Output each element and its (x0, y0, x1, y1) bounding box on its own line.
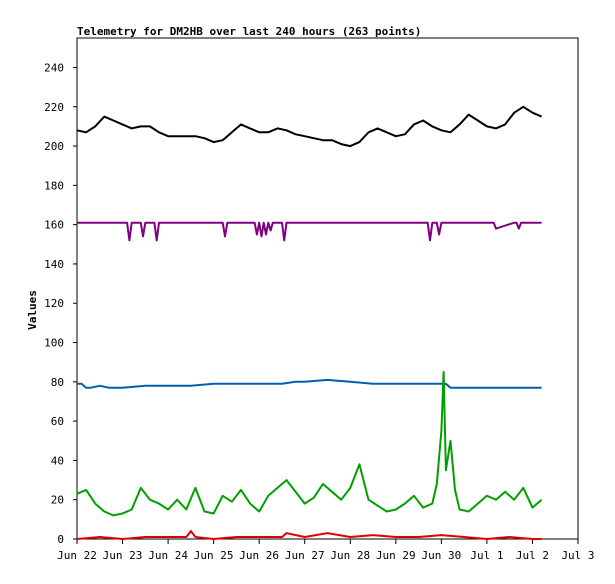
series-line-5 (76, 530, 542, 540)
series-layer (76, 105, 543, 540)
y-tick-label: 200 (44, 140, 64, 153)
y-tick-label: 140 (44, 258, 64, 271)
y-tick-label: 0 (57, 533, 64, 546)
x-tick-label: Jun 29 (376, 549, 416, 562)
x-axis: Jun 22 Jun 23 Jun 24 Jun 25 Jun 26 Jun 27 Jun … (57, 539, 595, 562)
x-tick-label: Jun 25 (194, 549, 234, 562)
y-tick-label: 40 (51, 454, 64, 467)
y-axis-title: Values (26, 290, 39, 330)
x-tick-label: Jun 26 (239, 549, 279, 562)
plot-frame (76, 37, 579, 540)
y-tick-label: 220 (44, 101, 64, 114)
y-tick-label: 100 (44, 337, 64, 350)
y-tick-label: 80 (51, 376, 64, 389)
x-tick-label: Jun 27 (285, 549, 325, 562)
y-tick-label: 20 (51, 494, 64, 507)
x-tick-label: Jun 22 (57, 549, 97, 562)
chart-title: Telemetry for DM2HB over last 240 hours … (77, 25, 421, 38)
series-line-2 (77, 221, 542, 242)
x-tick-label: Jun 30 (421, 549, 461, 562)
x-tick-label: Jul 1 (470, 549, 503, 562)
y-tick-label: 160 (44, 219, 64, 232)
y-tick-label: 180 (44, 179, 64, 192)
x-tick-label: Jun 23 (103, 549, 143, 562)
x-tick-label: Jul 3 (561, 549, 594, 562)
x-tick-label: Jun 28 (330, 549, 370, 562)
y-axis: 0 20 40 60 80 100 120 140 160 180 200 220 240 (44, 61, 77, 546)
y-tick-label: 120 (44, 297, 64, 310)
y-tick-label: 60 (51, 415, 64, 428)
y-tick-label: 240 (44, 61, 64, 74)
x-tick-label: Jul 2 (516, 549, 549, 562)
series-line-1 (76, 105, 542, 148)
series-line-3 (77, 378, 542, 389)
series-line-4 (76, 371, 543, 517)
x-tick-label: Jun 24 (148, 549, 188, 562)
